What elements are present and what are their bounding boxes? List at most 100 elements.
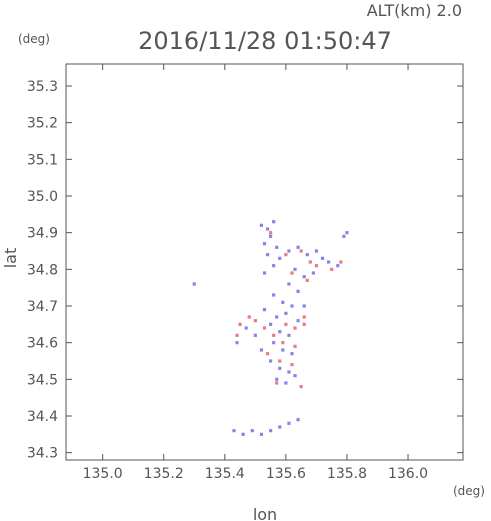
data-point [302, 304, 306, 308]
y-tick-label: 34.6 [27, 336, 58, 352]
data-point [269, 322, 273, 326]
data-point [287, 370, 291, 374]
data-point [296, 319, 300, 323]
data-point [293, 326, 297, 330]
data-point [253, 333, 257, 337]
data-point [278, 256, 282, 260]
data-point [272, 341, 276, 345]
y-tick-label: 35.3 [27, 79, 58, 95]
data-point [250, 429, 254, 433]
data-point [275, 381, 279, 385]
data-point [330, 267, 334, 271]
y-tick-label: 35.2 [27, 116, 58, 132]
data-point [269, 231, 273, 235]
data-point [284, 253, 288, 257]
data-point [278, 359, 282, 363]
data-point [305, 253, 309, 257]
data-point [278, 425, 282, 429]
y-tick-label: 34.5 [27, 372, 58, 388]
data-point [320, 256, 325, 260]
data-point [275, 245, 279, 249]
data-point [265, 227, 270, 231]
data-point [305, 278, 309, 282]
x-axis-unit: (deg) [453, 484, 485, 498]
data-point [272, 333, 276, 337]
data-point [281, 341, 285, 345]
data-point [262, 308, 267, 312]
data-point [284, 322, 288, 326]
data-point [253, 319, 257, 323]
x-tick-label: 135.6 [266, 466, 306, 482]
data-point [299, 249, 303, 253]
data-point [235, 333, 239, 337]
data-point [302, 275, 306, 279]
y-tick-label: 34.8 [27, 262, 58, 278]
data-point [272, 293, 276, 297]
chart-title: 2016/11/28 01:50:47 [138, 27, 392, 55]
data-point [259, 432, 264, 436]
axis-ticks: 135.0 135.2 135.4 135.6 135.8 136.0 34.3 34.4 34… [27, 64, 463, 482]
data-point [192, 282, 196, 286]
data-point [278, 366, 282, 370]
y-tick-label: 34.3 [27, 446, 58, 462]
data-point [302, 322, 306, 326]
data-point [281, 300, 285, 304]
y-axis-unit: (deg) [18, 32, 50, 46]
data-point [299, 385, 303, 389]
data-point [265, 352, 270, 356]
data-point [290, 271, 294, 275]
y-tick-label: 35.1 [27, 152, 58, 168]
data-point [287, 333, 291, 337]
y-tick-label: 34.7 [27, 299, 58, 315]
data-point [327, 260, 331, 264]
data-point [284, 381, 288, 385]
x-tick-label: 135.0 [83, 466, 123, 482]
data-point [308, 260, 312, 264]
x-tick-label: 136.0 [388, 466, 428, 482]
data-point [290, 363, 294, 367]
x-tick-label: 135.2 [144, 466, 184, 482]
data-point [269, 429, 273, 433]
data-point [272, 220, 276, 224]
data-point [293, 344, 297, 348]
data-point [314, 249, 319, 253]
data-points [192, 220, 349, 436]
data-point [259, 348, 264, 352]
data-point [262, 242, 267, 246]
data-point [269, 234, 273, 238]
y-tick-label: 34.4 [27, 409, 58, 425]
x-tick-label: 135.4 [205, 466, 245, 482]
data-point [314, 264, 319, 268]
data-point [278, 330, 282, 334]
data-point [241, 432, 245, 436]
y-axis-label: lat [1, 248, 20, 269]
data-point [345, 231, 349, 235]
data-point [269, 359, 273, 363]
data-point [259, 223, 264, 227]
data-point [265, 253, 270, 257]
x-axis-label: lon [253, 505, 277, 521]
data-point [235, 341, 239, 345]
data-point [339, 260, 343, 264]
data-point [284, 311, 288, 315]
data-point [238, 322, 242, 326]
data-point [290, 352, 294, 356]
plot-area-frame [65, 63, 464, 461]
data-point [262, 271, 267, 275]
data-point [296, 418, 300, 422]
data-point [275, 315, 279, 319]
data-point [244, 326, 248, 330]
data-point [232, 429, 236, 433]
data-point [287, 421, 291, 425]
data-point [262, 326, 267, 330]
data-point [336, 264, 340, 268]
x-tick-label: 135.8 [327, 466, 367, 482]
data-point [275, 377, 279, 381]
chart-subtitle: ALT(km) 2.0 [367, 1, 462, 20]
data-point [247, 315, 251, 319]
data-point [272, 264, 276, 268]
data-point [287, 249, 291, 253]
data-point [296, 245, 300, 249]
data-point [287, 282, 291, 286]
